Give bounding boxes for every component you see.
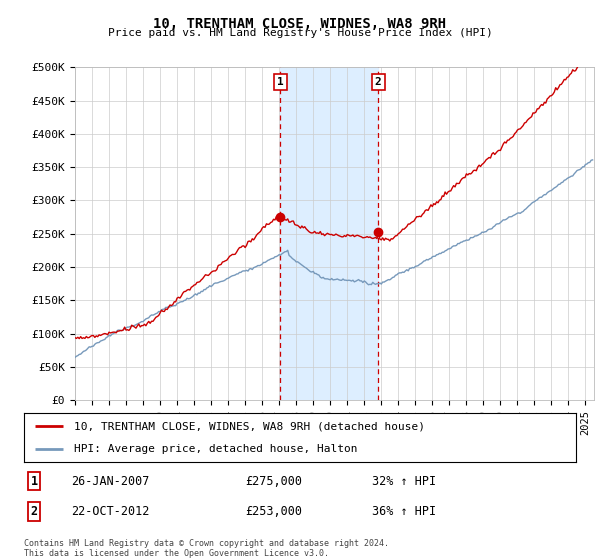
Text: 36% ↑ HPI: 36% ↑ HPI [372,505,436,518]
Text: 26-JAN-2007: 26-JAN-2007 [71,475,149,488]
Text: 10, TRENTHAM CLOSE, WIDNES, WA8 9RH: 10, TRENTHAM CLOSE, WIDNES, WA8 9RH [154,17,446,31]
Text: 10, TRENTHAM CLOSE, WIDNES, WA8 9RH (detached house): 10, TRENTHAM CLOSE, WIDNES, WA8 9RH (det… [74,421,425,431]
Text: 1: 1 [277,77,284,87]
Text: HPI: Average price, detached house, Halton: HPI: Average price, detached house, Halt… [74,444,357,454]
Text: £275,000: £275,000 [245,475,302,488]
Text: £253,000: £253,000 [245,505,302,518]
Bar [280,67,378,400]
Text: 1: 1 [31,475,38,488]
Text: 32% ↑ HPI: 32% ↑ HPI [372,475,436,488]
Text: Contains HM Land Registry data © Crown copyright and database right 2024.
This d: Contains HM Land Registry data © Crown c… [24,539,389,558]
Text: 2: 2 [374,77,382,87]
Text: 2: 2 [31,505,38,518]
Text: 22-OCT-2012: 22-OCT-2012 [71,505,149,518]
Text: Price paid vs. HM Land Registry's House Price Index (HPI): Price paid vs. HM Land Registry's House … [107,28,493,38]
